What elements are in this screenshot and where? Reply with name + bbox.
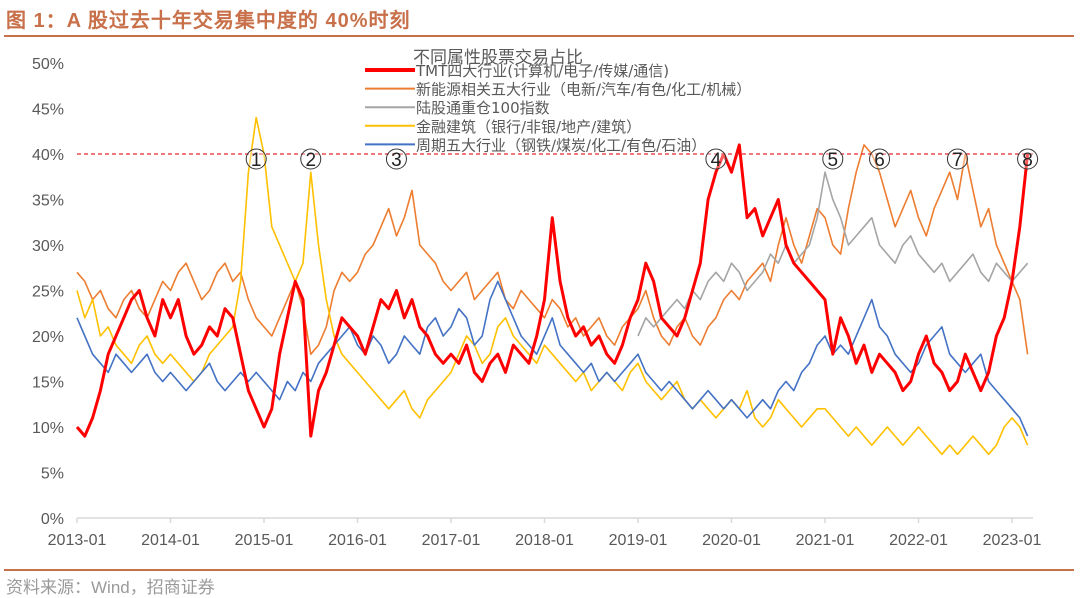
x-tick-label: 2014-01 [141,532,200,549]
annotation-label: 2 [305,150,316,171]
y-tick-label: 5% [41,466,64,483]
source-note: 资料来源：Wind，招商证券 [6,578,215,597]
x-tick-label: 2022-01 [889,532,948,549]
y-tick-label: 20% [32,329,64,346]
x-tick-label: 2023-01 [983,532,1042,549]
annotation-circle [869,148,891,170]
annotation-label: 4 [711,150,722,171]
annotation-label: 3 [391,150,402,171]
annotation-label: 8 [1022,150,1033,171]
x-tick-label: 2020-01 [702,532,761,549]
series-line [76,280,1029,437]
annotation-circle [705,148,727,170]
x-tick-label: 2016-01 [328,532,387,549]
annotation-circle [1017,148,1039,170]
title-divider [4,35,1074,37]
legend: TMT四大行业(计算机/电子/传媒/通信)新能源相关五大行业（电新/汽车/有色/… [365,62,751,154]
y-tick-label: 50% [32,56,64,73]
x-tick-label: 2015-01 [235,532,294,549]
annotation-circle [946,148,968,170]
annotation-label: 1 [251,150,262,171]
legend-label: 周期五大行业（钢铁/煤炭/化工/有色/石油） [416,136,706,154]
figure-title: 图 1：A 股过去十年交易集中度的 40%时刻 [6,10,411,32]
annotation-circle [245,148,267,170]
y-tick-label: 25% [32,284,64,301]
legend-label: 金融建筑（银行/非银/地产/建筑） [416,118,641,136]
annotation-circle [300,148,322,170]
x-tick-label: 2017-01 [422,532,481,549]
y-tick-label: 0% [41,511,64,528]
legend-label: TMT四大行业(计算机/电子/传媒/通信) [415,62,669,80]
legend-label: 新能源相关五大行业（电新/汽车/有色/化工/机械） [416,81,751,99]
annotations: 1 2 3 4 5 6 7 8 [245,148,1039,171]
x-tick-label: 2021-01 [796,532,855,549]
y-tick-label: 10% [32,420,64,437]
y-tick-label: 35% [32,193,64,210]
y-tick-label: 40% [32,147,64,164]
series-line [75,143,1030,438]
y-tick-label: 30% [32,238,64,255]
chart-title: 不同属性股票交易占比 [413,48,583,68]
series-line [76,116,1029,456]
series-line [637,171,1029,337]
annotation-label: 7 [952,150,963,171]
annotation-label: 6 [874,150,885,171]
series-line [76,144,1029,355]
x-tick-label: 2013-01 [48,532,107,549]
y-tick-label: 15% [32,375,64,392]
source-divider [4,569,1074,571]
annotation-circle [385,148,407,170]
axes: 0% 5% 10% 15% 20% 25% 30% 35% 40% 45% 50% 2013-01 20… [32,56,1041,549]
annotation-circle [822,148,844,170]
series-lines [75,116,1030,456]
x-tick-label: 2019-01 [609,532,668,549]
annotation-label: 5 [828,150,839,171]
legend-label: 陆股通重仓100指数 [416,99,550,117]
x-tick-label: 2018-01 [515,532,574,549]
y-tick-label: 45% [32,102,64,119]
